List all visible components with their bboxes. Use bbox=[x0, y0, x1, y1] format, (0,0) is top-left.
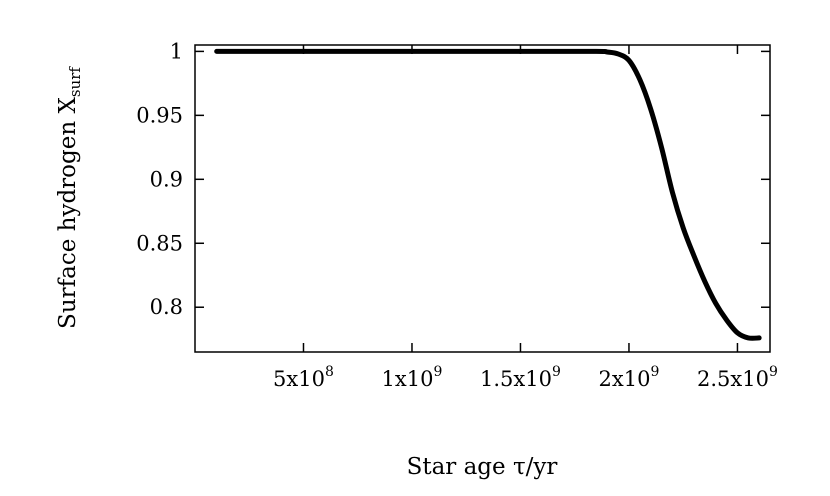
x-tick-label: 1.5x109 bbox=[480, 364, 561, 391]
x-tick-label: 5x108 bbox=[273, 364, 334, 391]
x-tick-label: 1x109 bbox=[382, 364, 443, 391]
y-tick-label: 0.95 bbox=[136, 103, 183, 127]
y-tick-label: 1 bbox=[170, 39, 183, 63]
x-tick-mantissa: 1x10 bbox=[382, 367, 434, 391]
x-tick-label: 2.5x109 bbox=[697, 364, 778, 391]
y-axis-label-main: Surface hydrogen X bbox=[55, 97, 81, 329]
x-tick-label: 2x109 bbox=[599, 364, 660, 391]
y-tick-label: 0.85 bbox=[136, 231, 183, 255]
x-tick-mantissa: 5x10 bbox=[273, 367, 325, 391]
series-line bbox=[214, 48, 762, 341]
y-tick-label: 0.9 bbox=[150, 167, 183, 191]
y-tick-label: 0.8 bbox=[150, 295, 183, 319]
x-tick-exponent: 8 bbox=[325, 364, 334, 380]
plot-area bbox=[194, 44, 771, 353]
y-axis-ticks: 0.8 0.85 0.9 0.95 1 bbox=[136, 39, 770, 319]
y-axis-label-subscript: surf bbox=[66, 66, 84, 98]
x-tick-exponent: 9 bbox=[769, 364, 778, 380]
x-axis-label: Star age τ/yr bbox=[407, 454, 558, 480]
x-tick-exponent: 9 bbox=[650, 364, 659, 380]
x-axis-ticks: 5x108 1x109 1.5x109 2x109 2.5x109 bbox=[273, 45, 778, 391]
x-tick-exponent: 9 bbox=[433, 364, 442, 380]
y-axis-label: Surface hydrogen Xsurf bbox=[55, 66, 84, 329]
x-tick-mantissa: 1.5x10 bbox=[480, 367, 552, 391]
x-tick-mantissa: 2x10 bbox=[599, 367, 651, 391]
x-tick-exponent: 9 bbox=[552, 364, 561, 380]
x-tick-mantissa: 2.5x10 bbox=[697, 367, 769, 391]
